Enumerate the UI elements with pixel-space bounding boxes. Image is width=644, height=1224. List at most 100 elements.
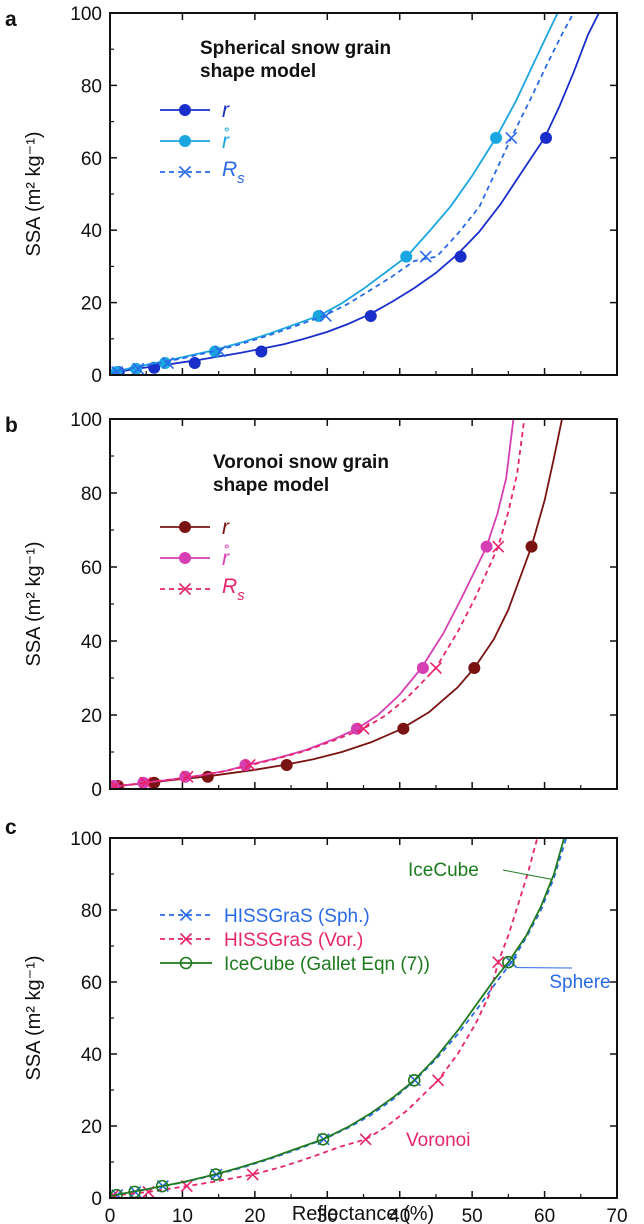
data-point (490, 131, 503, 144)
series-1 (110, 13, 559, 375)
y-tick-label: 100 (70, 829, 102, 850)
series-line (112, 419, 526, 788)
data-point (139, 776, 152, 789)
series-line (112, 838, 568, 1197)
legend-label: HISSGraS (Sph.) (224, 906, 370, 927)
panel-letter: a (5, 8, 17, 31)
data-point (214, 345, 227, 358)
x-tick-label: 30 (317, 1206, 338, 1224)
legend-label: Rs (222, 158, 245, 187)
y-tick-label: 60 (81, 149, 102, 170)
series-2 (110, 838, 565, 1198)
plot-area (110, 419, 563, 789)
panel-letter: b (5, 414, 18, 437)
plot-area (110, 838, 568, 1198)
data-point (243, 758, 256, 772)
legend-marker (178, 582, 192, 596)
x-ticks: 0 10 20 30 40 50 60 70 (105, 838, 628, 1224)
data-point (468, 662, 481, 675)
legend-label: r (222, 516, 230, 539)
legend-marker (179, 908, 193, 922)
data-point (316, 1133, 330, 1146)
y-tick-label: 100 (70, 4, 102, 25)
series-1 (110, 838, 539, 1198)
annotation-leader (502, 869, 552, 880)
data-point (239, 758, 252, 771)
y-tick-label: 60 (81, 558, 102, 579)
series-0 (111, 838, 568, 1198)
data-point (407, 1073, 421, 1087)
legend: r r̊ Rs (160, 516, 245, 604)
legend-label: Rs (222, 575, 245, 604)
panel-title-line-2: shape model (200, 61, 316, 82)
data-point (110, 1188, 123, 1198)
series-1 (110, 419, 515, 789)
data-point (209, 1168, 223, 1181)
series-2 (110, 419, 526, 789)
data-point (357, 722, 370, 735)
legend: r r̊ Rs (160, 99, 245, 187)
data-point (505, 956, 518, 969)
data-point (397, 722, 410, 735)
legend-label: r̊ (222, 546, 230, 570)
annotation-sphere: Sphere (549, 972, 610, 993)
data-point (416, 662, 429, 675)
panel-c: c SSA (m² kg⁻¹) 0 20 40 60 80 100 0 10 20 30 40 50… (5, 816, 628, 1224)
data-point (255, 345, 268, 358)
series-line (112, 838, 539, 1198)
data-point (159, 357, 172, 370)
data-point (419, 250, 432, 263)
annotation-icecube: IceCube (408, 860, 479, 881)
x-tick-label: 10 (172, 1206, 193, 1224)
data-point (432, 1074, 445, 1087)
y-tick-label: 20 (81, 294, 102, 315)
series-0 (111, 419, 563, 789)
y-axis-title: SSA (m² kg⁻¹) (23, 131, 45, 256)
y-tick-label: 0 (91, 366, 102, 387)
x-axis-title: Reflectance (%) (292, 1203, 434, 1224)
data-point (364, 309, 377, 322)
annotations: IceCube Sphere Voronoi (406, 860, 611, 1151)
plot-area (110, 13, 600, 375)
data-point (502, 955, 515, 969)
panel-b: b SSA (m² kg⁻¹) 0 20 40 60 80 100 Voronoi sno… (5, 410, 618, 801)
y-ticks: 0 20 40 60 80 100 (70, 829, 617, 1210)
y-tick-label: 60 (81, 973, 102, 994)
legend-label: r (222, 99, 230, 122)
x-tick-label: 0 (105, 1206, 116, 1224)
legend-marker (179, 552, 191, 564)
y-tick-label: 20 (81, 1117, 102, 1138)
annotation-voronoi: Voronoi (406, 1130, 470, 1151)
series-2 (111, 13, 575, 375)
series-line (112, 838, 565, 1197)
legend-marker (178, 165, 192, 179)
panel-title-line-2: shape model (213, 475, 329, 496)
series-line (112, 419, 515, 788)
data-point (525, 540, 538, 553)
plot-frame (109, 418, 618, 790)
legend: HISSGraS (Sph.) HISSGraS (Vor.) IceCube (G… (160, 906, 430, 975)
data-point (111, 366, 124, 375)
y-tick-label: 40 (81, 632, 102, 653)
legend-label: IceCube (Gallet Eqn (7)) (224, 954, 430, 975)
plot-frame (109, 837, 618, 1199)
y-axis-title: SSA (m² kg⁻¹) (23, 541, 45, 666)
y-tick-label: 80 (81, 484, 102, 505)
data-point (505, 131, 518, 144)
y-tick-label: 0 (91, 1189, 102, 1210)
y-tick-label: 80 (81, 901, 102, 922)
legend-marker (179, 932, 193, 946)
data-point (246, 1168, 259, 1181)
y-tick-label: 0 (91, 780, 102, 801)
legend-label: HISSGraS (Vor.) (224, 930, 363, 951)
series-line (112, 13, 559, 374)
data-point (400, 250, 413, 263)
legend-marker (179, 135, 191, 147)
panel-title-line-1: Voronoi snow grain (213, 452, 389, 473)
plot-frame (109, 12, 618, 376)
y-tick-label: 40 (81, 1045, 102, 1066)
x-tick-label: 40 (389, 1206, 410, 1224)
y-axis-title: SSA (m² kg⁻¹) (23, 955, 45, 1080)
data-point (359, 1133, 372, 1146)
